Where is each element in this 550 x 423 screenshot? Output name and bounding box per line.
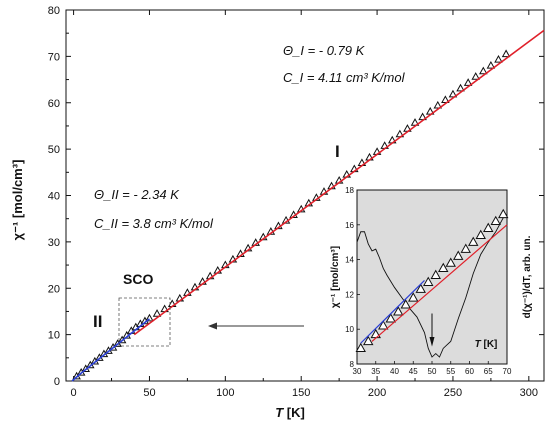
data-point: [448, 89, 458, 98]
inset-y-tick-label: 16: [345, 221, 354, 230]
inset-data-point: [378, 320, 389, 330]
x-tick-label: 100: [216, 387, 234, 399]
inset-fit-I: [371, 224, 508, 342]
inset-data-point: [498, 208, 509, 219]
theta-I-annotation: Θ_I = - 0.79 K: [283, 43, 366, 58]
inset-x-axis-title: T [K]: [475, 339, 498, 350]
x-tick-label: 200: [368, 387, 386, 399]
y-tick-label: 40: [48, 191, 60, 203]
x-tick-label: 0: [71, 387, 77, 399]
inset-fit-II: [360, 280, 425, 344]
x-tick-label: 300: [520, 387, 538, 399]
inset-data-point: [363, 335, 374, 346]
inset-data-point: [490, 215, 501, 226]
inset-data-point: [423, 276, 434, 286]
inset-y-tick-label: 14: [345, 256, 354, 265]
inset-data-point: [468, 236, 479, 246]
region-I-label: I: [335, 142, 340, 161]
x-tick-label: 250: [444, 387, 462, 399]
inset-data-point: [385, 313, 396, 323]
data-point: [152, 309, 162, 317]
inset-x-tick-label: 40: [390, 367, 399, 376]
inset-data-point: [438, 262, 449, 273]
sco-highlight-box: [118, 297, 171, 347]
data-point: [463, 78, 473, 86]
inset-data-point: [475, 229, 486, 239]
main-x-axis-title: T [K]: [275, 405, 305, 420]
data-point: [433, 100, 443, 109]
y-tick-label: 30: [48, 237, 60, 249]
inset-minimum-arrow-head: [429, 337, 435, 347]
c-II-annotation: C_II = 3.8 cm³ K/mol: [94, 216, 214, 231]
inset-data-point: [408, 292, 419, 302]
data-point: [501, 49, 511, 58]
inset-x-tick-label: 55: [446, 367, 455, 376]
inset-y2-axis-title: d(χ⁻¹)/dT, arb. un.: [522, 235, 533, 318]
inset-x-tick-label: 65: [484, 367, 493, 376]
inset-x-tick-label: 60: [465, 367, 474, 376]
y-tick-label: 0: [54, 376, 60, 388]
inset-data-point: [400, 299, 411, 309]
main-axis-ticks: 0 50 100 150 200 250 300 0 10 20 30 40 50 60 70 80: [48, 5, 544, 399]
y-tick-label: 70: [48, 51, 60, 63]
inset-axis-ticks: 30 35 40 45 50 55 60 65 70 8 10 12 14 16 18: [345, 186, 512, 376]
c-I-annotation: C_I = 4.11 cm³ K/mol: [283, 70, 406, 85]
y-tick-label: 50: [48, 144, 60, 156]
x-tick-label: 50: [143, 387, 155, 399]
data-point: [456, 83, 465, 92]
data-point: [494, 54, 503, 63]
main-series-group: [71, 29, 545, 382]
y-tick-label: 60: [48, 98, 60, 110]
data-point: [486, 61, 496, 69]
inset-data-point: [355, 342, 366, 353]
inset-series-group: [355, 208, 509, 358]
inset-y-tick-label: 12: [345, 290, 354, 299]
inset-data-point: [415, 283, 426, 293]
data-point: [479, 66, 488, 75]
inset-data-point: [460, 243, 471, 253]
inset-x-tick-label: 70: [503, 367, 512, 376]
inset-data-point: [430, 269, 441, 279]
data-point: [441, 95, 450, 103]
inset-y-tick-label: 10: [345, 325, 354, 334]
sco-arrow-head: [208, 322, 217, 330]
derivative-curve: [356, 214, 508, 358]
theta-II-annotation: Θ_II = - 2.34 K: [94, 187, 180, 202]
inset-x-tick-label: 35: [371, 367, 380, 376]
main-y-axis-title: χ⁻¹ [mol/cm³]: [10, 160, 25, 241]
y-tick-label: 10: [48, 330, 60, 342]
y-tick-label: 80: [48, 5, 60, 17]
x-tick-label: 150: [292, 387, 310, 399]
sco-label: SCO: [123, 271, 153, 287]
inset-data-point: [393, 306, 404, 316]
inset-data-point: [453, 250, 464, 260]
inset-x-tick-label: 50: [428, 367, 437, 376]
inset-data-point: [483, 222, 494, 232]
inset-x-tick-label: 45: [409, 367, 418, 376]
data-point: [471, 72, 480, 80]
region-II-label: II: [93, 312, 102, 331]
inset-y-tick-label: 18: [345, 186, 354, 195]
inset-y-axis-title: χ⁻¹ [mol/cm³]: [330, 246, 341, 308]
inset-data-point: [445, 257, 456, 267]
y-tick-label: 20: [48, 283, 60, 295]
inset-x-tick-label: 30: [353, 367, 362, 376]
inset-y-tick-label: 8: [350, 360, 355, 369]
curie-weiss-fit-I: [133, 29, 545, 336]
curie-weiss-fit-II: [71, 318, 150, 382]
